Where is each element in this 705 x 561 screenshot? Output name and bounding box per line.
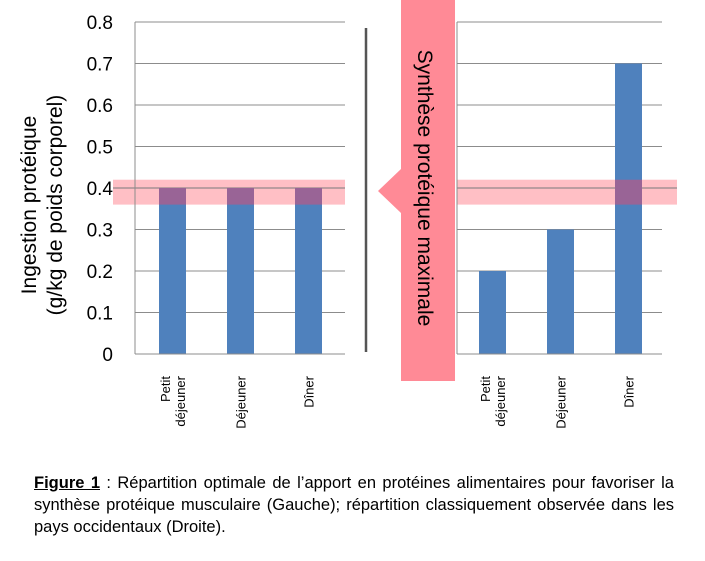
- y-tick-label: 0.4: [87, 179, 114, 200]
- gridlines: [135, 21, 662, 313]
- arrow-body: [401, 0, 455, 381]
- arrow-head: [378, 169, 401, 213]
- bar-right-3: [615, 63, 642, 354]
- bar-band-overlap: [159, 188, 186, 205]
- x-tick-label: Dîner: [302, 375, 317, 407]
- bars: [159, 63, 642, 354]
- bar-band-overlap: [227, 188, 254, 205]
- bar-band-overlap: [295, 188, 322, 205]
- figure-caption: Figure 1 : Répartition optimale de l’app…: [34, 472, 674, 538]
- x-tick-label: Dîner: [622, 375, 637, 407]
- bar-right-1: [479, 271, 506, 354]
- arrow-label: Synthèse protéique maximale: [413, 50, 436, 327]
- axes: [134, 22, 662, 355]
- y-tick-label: 0: [102, 345, 113, 366]
- y-axis-title-line2: (g/kg de poids corporel): [44, 95, 67, 316]
- x-tick-label-line: Petit: [158, 376, 173, 402]
- x-tick-label-line: déjeuner: [493, 375, 508, 426]
- bar-right-2: [547, 229, 574, 354]
- bar-left-2: [227, 188, 254, 354]
- x-tick-label: Déjeuner: [234, 375, 249, 428]
- band-overlays: [159, 179, 642, 205]
- bar-band-overlap: [615, 179, 642, 205]
- y-axis-title: Ingestion protéique (g/kg de poids corpo…: [18, 95, 67, 316]
- y-tick-label: 0.8: [87, 13, 113, 34]
- x-tick-label-line: Petit: [478, 376, 493, 402]
- bar-left-3: [295, 188, 322, 354]
- y-tick-label: 0.5: [87, 138, 113, 159]
- x-tick-label-line: Déjeuner: [554, 375, 569, 428]
- x-tick-label-line: Dîner: [302, 375, 317, 407]
- y-tick-label: 0.2: [87, 262, 113, 283]
- x-tick-label-line: Dîner: [622, 375, 637, 407]
- x-tick-label: Déjeuner: [554, 375, 569, 428]
- y-axis-title-line1: Ingestion protéique: [18, 116, 41, 295]
- arrow-group: Synthèse protéique maximale: [378, 0, 455, 381]
- x-tick-label: Petit déjeuner: [158, 375, 188, 426]
- y-tick-label: 0.7: [87, 55, 113, 76]
- y-tick-label: 0.1: [87, 304, 113, 325]
- x-tick-label: Petit déjeuner: [478, 375, 508, 426]
- x-tick-label-line: déjeuner: [173, 375, 188, 426]
- reference-band-right: [457, 179, 677, 205]
- arrow-label-group: Synthèse protéique maximale: [413, 50, 436, 327]
- y-tick-label: 0.6: [87, 96, 113, 117]
- bar-left-1: [159, 188, 186, 354]
- figure-label: Figure 1: [34, 474, 100, 492]
- figure-caption-text: : Répartition optimale de l’apport en pr…: [34, 474, 674, 536]
- x-tick-label-line: Déjeuner: [234, 375, 249, 428]
- y-tick-label: 0.3: [87, 221, 113, 242]
